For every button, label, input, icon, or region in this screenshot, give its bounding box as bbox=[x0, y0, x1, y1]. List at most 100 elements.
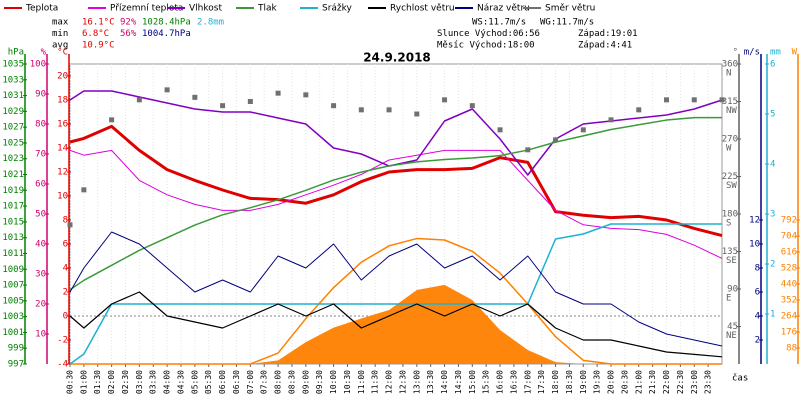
info-text: WS:11.7m/s bbox=[472, 18, 526, 28]
stat-value: min bbox=[52, 29, 68, 39]
x-tick-label: 05:00 bbox=[190, 370, 199, 394]
x-tick-label: 05:30 bbox=[204, 370, 213, 394]
x-tick-label: 03:00 bbox=[135, 370, 144, 394]
y-tick-label: 12 bbox=[57, 168, 68, 178]
direction-point bbox=[553, 137, 559, 143]
y-tick-label: 1027 bbox=[2, 123, 24, 133]
y-tick-label: 100 bbox=[30, 60, 46, 70]
y-tick-label: NE bbox=[726, 331, 737, 341]
y-tick-label: SW bbox=[726, 181, 737, 191]
y-tick-label: 90 bbox=[727, 285, 738, 295]
stat-value: avg bbox=[52, 41, 68, 51]
y-tick-label: 10 bbox=[57, 192, 68, 202]
x-axis-label: čas bbox=[732, 373, 748, 384]
chart-title: 24.9.2018 bbox=[363, 51, 431, 65]
direction-point bbox=[525, 147, 531, 153]
x-tick-label: 14:00 bbox=[440, 370, 449, 394]
x-tick-label: 20:30 bbox=[620, 370, 629, 394]
x-tick-label: 01:00 bbox=[79, 370, 88, 394]
direction-point bbox=[497, 127, 503, 133]
x-tick-label: 06:00 bbox=[218, 370, 227, 394]
y-tick-label: 264 bbox=[781, 312, 797, 322]
direction-point bbox=[136, 97, 142, 103]
y-tick-label: 40 bbox=[35, 240, 46, 250]
info-text: Západ:4:41 bbox=[578, 41, 632, 51]
direction-point bbox=[275, 90, 281, 96]
x-tick-label: 00:30 bbox=[66, 370, 75, 394]
y-tick-label: 270 bbox=[722, 135, 738, 145]
legend-label: Přízemní teplota bbox=[110, 4, 183, 14]
axis-unit: % bbox=[41, 48, 47, 58]
stat-value: max bbox=[52, 18, 69, 28]
y-tick-label: 440 bbox=[781, 280, 797, 290]
y-tick-label: N bbox=[726, 69, 731, 79]
y-tick-label: 1021 bbox=[2, 170, 24, 180]
x-tick-label: 08:00 bbox=[274, 370, 283, 394]
x-tick-label: 23:00 bbox=[690, 370, 699, 394]
info-text: Západ:19:01 bbox=[578, 29, 638, 39]
y-tick-label: 315 bbox=[722, 97, 738, 107]
x-tick-label: 09:30 bbox=[315, 370, 324, 394]
direction-point bbox=[164, 87, 170, 93]
direction-point bbox=[303, 92, 309, 98]
x-tick-label: 21:30 bbox=[648, 370, 657, 394]
x-tick-label: 18:00 bbox=[551, 370, 560, 394]
x-tick-label: 04:00 bbox=[163, 370, 172, 394]
y-tick-label: 1003 bbox=[2, 312, 24, 322]
direction-point bbox=[608, 117, 614, 123]
y-tick-label: 176 bbox=[781, 328, 797, 338]
x-tick-label: 10:30 bbox=[343, 370, 352, 394]
y-tick-label: 1035 bbox=[2, 60, 24, 70]
x-tick-label: 04:30 bbox=[176, 370, 185, 394]
x-tick-label: 16:30 bbox=[509, 370, 518, 394]
series-line bbox=[69, 116, 722, 291]
x-tick-label: 23:30 bbox=[704, 370, 713, 394]
legend-label: Směr větru bbox=[545, 4, 595, 14]
y-tick-label: 352 bbox=[781, 296, 797, 306]
stat-value: 92% bbox=[120, 18, 137, 28]
y-tick-label: 999 bbox=[8, 344, 24, 354]
y-tick-label: 30 bbox=[35, 270, 46, 280]
y-tick-label: 10 bbox=[749, 240, 760, 250]
direction-point bbox=[331, 103, 337, 109]
series-line bbox=[69, 149, 723, 259]
x-tick-label: 02:30 bbox=[121, 370, 130, 394]
y-tick-label: 180 bbox=[722, 210, 738, 220]
x-tick-label: 12:30 bbox=[398, 370, 407, 394]
y-tick-label: 2 bbox=[770, 260, 775, 270]
x-tick-label: 07:00 bbox=[246, 370, 255, 394]
x-tick-label: 08:30 bbox=[287, 370, 296, 394]
direction-point bbox=[414, 111, 420, 117]
legend-label: Náraz větru bbox=[477, 4, 530, 14]
stat-value: 56% bbox=[120, 29, 137, 39]
axis-unit: W bbox=[792, 48, 798, 58]
y-tick-label: 997 bbox=[8, 360, 24, 370]
y-tick-label: -4 bbox=[57, 360, 68, 370]
y-tick-label: NW bbox=[726, 106, 737, 116]
y-tick-label: 10 bbox=[35, 330, 46, 340]
x-tick-label: 06:30 bbox=[232, 370, 241, 394]
solar-area bbox=[70, 284, 722, 364]
x-tick-label: 12:00 bbox=[385, 370, 394, 394]
stat-value: 1004.7hPa bbox=[142, 29, 191, 39]
x-tick-label: 07:30 bbox=[260, 370, 269, 394]
y-tick-label: 14 bbox=[57, 144, 68, 154]
x-tick-label: 11:00 bbox=[357, 370, 366, 394]
axis-unit: m/s bbox=[744, 48, 760, 58]
stat-value: 1028.4hPa bbox=[142, 18, 191, 28]
direction-point bbox=[719, 97, 725, 103]
y-tick-label: 20 bbox=[35, 300, 46, 310]
y-tick-label: 18 bbox=[57, 96, 68, 106]
direction-point bbox=[580, 127, 586, 133]
y-tick-label: S bbox=[726, 219, 731, 229]
axis-unit: °C bbox=[57, 48, 68, 58]
series-line bbox=[69, 291, 723, 358]
x-tick-label: 17:00 bbox=[523, 370, 532, 394]
y-tick-label: 2 bbox=[755, 336, 760, 346]
direction-point bbox=[358, 107, 364, 113]
axis-unit: ° bbox=[733, 48, 738, 58]
info-text: Měsíc Východ:18:00 bbox=[437, 41, 535, 51]
direction-point bbox=[442, 97, 448, 103]
y-tick-label: 616 bbox=[781, 248, 797, 258]
y-tick-label: 90 bbox=[35, 90, 46, 100]
